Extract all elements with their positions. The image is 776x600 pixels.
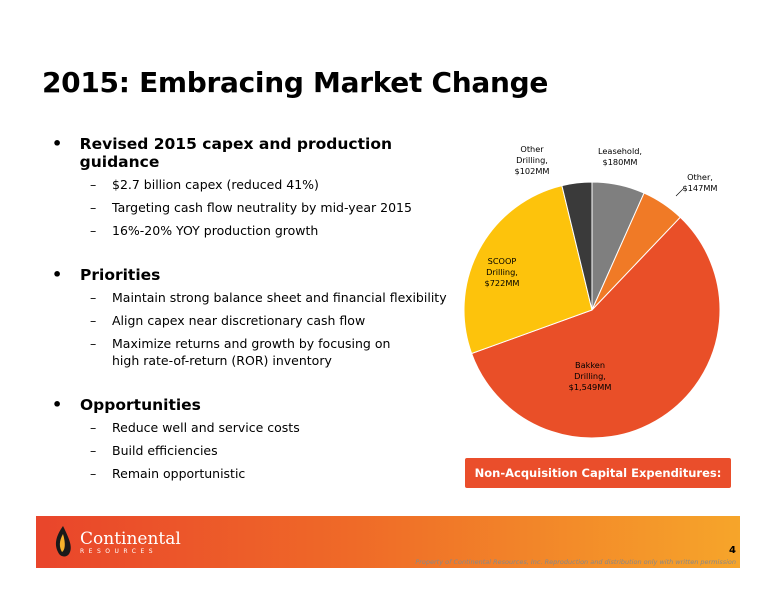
slice-label: SCOOP Drilling, $722MM bbox=[485, 256, 520, 288]
pie-slice bbox=[463, 184, 593, 355]
bullet-item: Maintain strong balance sheet and financ… bbox=[112, 290, 447, 305]
bullet-item: Maximize returns and growth by focusing … bbox=[112, 336, 391, 368]
slide-title: 2015: Embracing Market Change bbox=[42, 66, 549, 99]
slice-label: Other, $147MM bbox=[683, 172, 718, 193]
bullet-item: Reduce well and service costs bbox=[112, 420, 300, 435]
bullet-item: Align capex near discretionary cash flow bbox=[112, 313, 366, 328]
bullet-item: Build efficiencies bbox=[112, 443, 218, 458]
logo-subtitle: RESOURCES bbox=[80, 547, 158, 555]
flame-logo-icon bbox=[55, 526, 71, 557]
bullet-icon: • bbox=[52, 265, 63, 284]
bullet-item: 16%-20% YOY production growth bbox=[112, 223, 319, 238]
bullet-item: Remain opportunistic bbox=[112, 466, 246, 481]
dash-icon: – bbox=[90, 443, 97, 458]
pie-slice bbox=[561, 181, 593, 311]
dash-icon: – bbox=[90, 290, 97, 305]
dash-icon: – bbox=[90, 200, 97, 215]
dash-icon: – bbox=[90, 466, 97, 481]
dash-icon: – bbox=[90, 336, 97, 351]
logo-name: Continental bbox=[80, 528, 181, 549]
slice-label: Leasehold, $180MM bbox=[598, 146, 642, 167]
bullet-item: Targeting cash flow neutrality by mid-ye… bbox=[112, 200, 412, 215]
section-priorities: • Priorities – Maintain strong balance she… bbox=[52, 265, 472, 369]
property-note: Property of Continental Resources, Inc. … bbox=[415, 558, 736, 566]
section-heading: Revised 2015 capex and production guidan… bbox=[79, 135, 393, 171]
pie-slice bbox=[470, 216, 721, 439]
company-logo: Continental RESOURCES bbox=[50, 522, 181, 562]
bullet-list: • Revised 2015 capex and production guida… bbox=[52, 134, 472, 508]
slice-label: Other Drilling, $102MM bbox=[515, 144, 550, 176]
chart-caption: Non-Acquisition Capital Expenditures: $2… bbox=[465, 458, 731, 510]
slice-label: Bakken Drilling, $1,549MM bbox=[569, 360, 612, 392]
page-number: 4 bbox=[729, 545, 736, 556]
dash-icon: – bbox=[90, 420, 97, 435]
dash-icon: – bbox=[90, 313, 97, 328]
leader-line bbox=[675, 187, 685, 197]
capex-pie-chart: Leasehold, $180MM Other, $147MM Bakken Drilli… bbox=[440, 130, 760, 460]
dash-icon: – bbox=[90, 223, 97, 238]
bullet-icon: • bbox=[52, 395, 63, 414]
dash-icon: – bbox=[90, 177, 97, 192]
section-heading: Priorities bbox=[80, 266, 161, 284]
bullet-icon: • bbox=[52, 134, 63, 153]
section-heading: Opportunities bbox=[80, 396, 201, 414]
section-opportunities: • Opportunities – Reduce well and service … bbox=[52, 395, 472, 482]
bullet-item: $2.7 billion capex (reduced 41%) bbox=[112, 177, 319, 192]
pie-svg: Leasehold, $180MM Other, $147MM Bakken Drilli… bbox=[463, 144, 721, 439]
footer-band bbox=[36, 516, 740, 568]
section-guidance: • Revised 2015 capex and production guida… bbox=[52, 134, 472, 239]
